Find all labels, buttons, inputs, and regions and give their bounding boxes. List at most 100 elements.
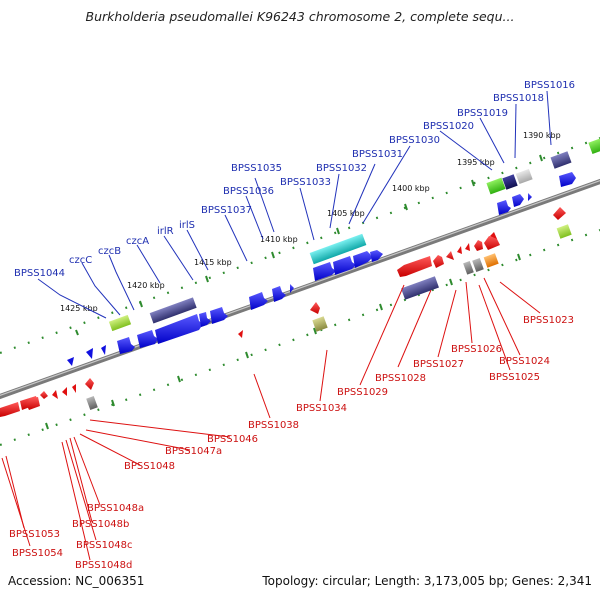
gene-label[interactable]: BPSS1030 <box>389 135 440 146</box>
gene-label[interactable]: BPSS1033 <box>280 177 331 188</box>
gene-box[interactable] <box>588 137 600 155</box>
scale-label: 1400 kbp <box>392 184 430 193</box>
gene-arrow[interactable] <box>137 330 158 348</box>
scale-label: 1405 kbp <box>327 209 365 218</box>
gene-label[interactable]: BPSS1048c <box>76 540 133 551</box>
gene-box[interactable] <box>472 257 484 273</box>
gene-box[interactable] <box>550 151 572 169</box>
gene-arrow[interactable] <box>353 251 372 268</box>
gene-arrow[interactable] <box>40 391 48 399</box>
gene-label[interactable]: BPSS1038 <box>248 420 299 431</box>
gene-arrow[interactable] <box>433 255 444 268</box>
gene-label[interactable]: BPSS1048 <box>124 461 175 472</box>
gene-arrow[interactable] <box>52 390 58 399</box>
gene-label[interactable]: BPSS1037 <box>201 205 252 216</box>
gene-box[interactable] <box>463 260 474 275</box>
gene-label[interactable]: BPSS1018 <box>493 93 544 104</box>
gene-label[interactable]: czcC <box>69 255 92 266</box>
gene-box[interactable] <box>483 253 499 268</box>
forward-genes <box>67 172 576 366</box>
tick-row-top <box>0 136 600 355</box>
gene-box[interactable] <box>515 168 533 185</box>
gene-label[interactable]: BPSS1029 <box>337 387 388 398</box>
gene-arrow[interactable] <box>67 357 74 366</box>
gene-arrow[interactable] <box>457 246 462 254</box>
gene-arrow[interactable] <box>86 348 93 359</box>
gene-arrow[interactable] <box>370 250 383 262</box>
gene-box[interactable] <box>556 224 572 239</box>
gene-arrow[interactable] <box>310 302 320 314</box>
scale-label: 1395 kbp <box>457 158 495 167</box>
gene-arrow[interactable] <box>474 240 483 251</box>
gene-arrow[interactable] <box>397 256 432 277</box>
gene-box[interactable] <box>86 395 98 411</box>
gene-label[interactable]: BPSS1035 <box>231 163 282 174</box>
gene-arrow[interactable] <box>490 232 497 239</box>
gene-arrow[interactable] <box>210 307 228 324</box>
gene-arrow[interactable] <box>101 345 106 355</box>
gene-arrow[interactable] <box>553 207 566 220</box>
gene-arrow[interactable] <box>272 286 286 302</box>
gene-arrow[interactable] <box>238 330 243 338</box>
gene-label[interactable]: BPSS1034 <box>296 403 347 414</box>
gene-label[interactable]: BPSS1044 <box>14 268 65 279</box>
gene-label[interactable]: czcB <box>98 246 121 257</box>
gene-box[interactable] <box>108 314 132 332</box>
bottom-leader-lines <box>1 277 541 561</box>
gene-label[interactable]: BPSS1047a <box>165 446 222 457</box>
gene-label[interactable]: BPSS1053 <box>9 529 60 540</box>
gene-arrow[interactable] <box>62 387 67 396</box>
gene-label[interactable]: BPSS1025 <box>489 372 540 383</box>
gene-arrow[interactable] <box>512 194 524 207</box>
gene-label[interactable]: BPSS1031 <box>352 149 403 160</box>
gene-label[interactable]: BPSS1027 <box>413 359 464 370</box>
gene-label[interactable]: BPSS1048b <box>72 519 129 530</box>
gene-box[interactable] <box>309 233 367 265</box>
dna-backbone-highlight <box>0 179 600 397</box>
scale-label: 1390 kbp <box>523 131 561 140</box>
gene-label[interactable]: BPSS1032 <box>316 163 367 174</box>
gene-arrow[interactable] <box>484 236 500 250</box>
gene-box[interactable] <box>486 177 506 195</box>
gene-arrow[interactable] <box>85 378 94 390</box>
gene-arrow[interactable] <box>117 337 135 354</box>
scale-label: 1425 kbp <box>60 304 98 313</box>
gene-label[interactable]: BPSS1046 <box>207 434 258 445</box>
gene-label[interactable]: BPSS1028 <box>375 373 426 384</box>
gene-label[interactable]: BPSS1023 <box>523 315 574 326</box>
gene-label[interactable]: BPSS1036 <box>223 186 274 197</box>
gene-label[interactable]: BPSS1020 <box>423 121 474 132</box>
gene-label[interactable]: irlR <box>157 226 174 237</box>
gene-box[interactable] <box>401 276 439 300</box>
gene-arrow[interactable] <box>528 193 532 201</box>
gene-label[interactable]: BPSS1054 <box>12 548 63 559</box>
gene-arrow[interactable] <box>497 200 511 215</box>
gene-label[interactable]: irlS <box>179 220 195 231</box>
gene-arrow[interactable] <box>465 243 470 251</box>
gene-label[interactable]: BPSS1024 <box>499 356 550 367</box>
gene-arrow[interactable] <box>446 251 454 260</box>
gene-arrow[interactable] <box>313 262 336 281</box>
gene-label[interactable]: BPSS1048d <box>75 560 132 571</box>
gene-arrow[interactable] <box>155 314 203 344</box>
gene-arrow[interactable] <box>26 397 40 410</box>
gene-label[interactable]: BPSS1019 <box>457 108 508 119</box>
gene-label[interactable]: BPSS1016 <box>524 80 575 91</box>
reverse-genes <box>0 207 566 417</box>
gene-arrow[interactable] <box>72 384 76 393</box>
gene-label[interactable]: czcA <box>126 236 149 247</box>
gene-box[interactable] <box>502 174 518 190</box>
gene-arrow[interactable] <box>249 292 268 310</box>
gene-box[interactable] <box>149 297 197 324</box>
gene-arrow[interactable] <box>0 402 20 417</box>
gene-label[interactable]: BPSS1026 <box>451 344 502 355</box>
gene-box[interactable] <box>312 316 328 332</box>
map-title: Burkholderia pseudomallei K96243 chromos… <box>85 9 515 24</box>
gene-arrow[interactable] <box>290 284 294 293</box>
gene-label[interactable]: BPSS1048a <box>87 503 144 514</box>
gene-arrow[interactable] <box>333 256 356 275</box>
gene-arrow[interactable] <box>199 312 211 327</box>
gene-arrow[interactable] <box>559 172 576 187</box>
bottom-gene-labels: BPSS1038 BPSS1034 BPSS1029 BPSS1028 BPSS… <box>9 315 574 571</box>
